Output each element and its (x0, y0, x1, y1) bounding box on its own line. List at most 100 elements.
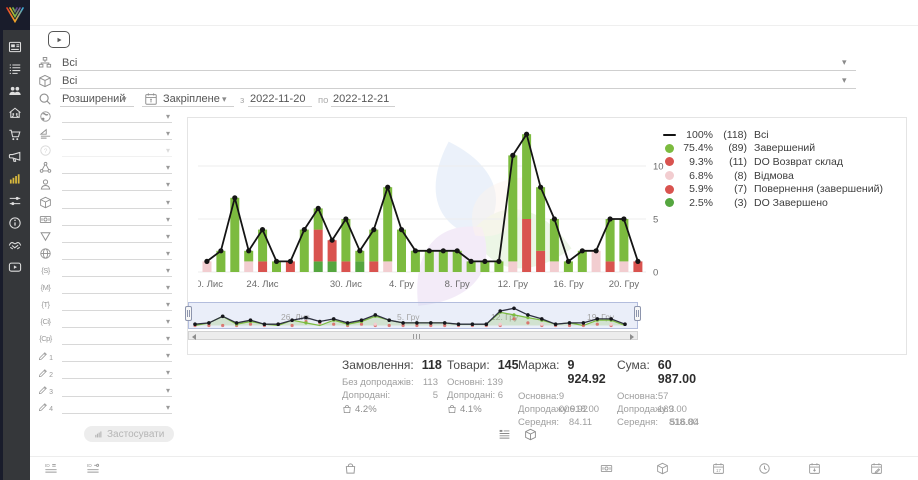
bar-segment[interactable] (591, 250, 601, 272)
filter-row-country[interactable]: ▾ (38, 108, 172, 125)
total-line-dot[interactable] (357, 248, 363, 254)
chevron-down-icon[interactable]: ▾ (122, 94, 127, 104)
filter-select[interactable]: ▾ (62, 315, 172, 329)
filter-select[interactable]: ▾ (62, 144, 172, 158)
list-view-toggle[interactable] (498, 428, 511, 441)
total-line-dot[interactable] (412, 248, 418, 254)
bar-segment[interactable] (383, 187, 393, 262)
filter-row-payment[interactable]: ▾ (38, 211, 172, 228)
bar-segment[interactable] (230, 197, 240, 272)
total-line-dot[interactable] (385, 184, 391, 190)
bar-segment[interactable] (619, 219, 629, 262)
total-line-dot[interactable] (593, 248, 599, 254)
filter-select[interactable]: ▾ (62, 213, 172, 226)
bar-segment[interactable] (466, 261, 476, 272)
filter-select[interactable]: ▾ (62, 110, 172, 124)
filter-row-site[interactable]: ▾ (38, 245, 172, 262)
bar-segment[interactable] (633, 261, 643, 272)
total-line-dot[interactable] (329, 237, 335, 243)
total-line-dot[interactable] (343, 216, 349, 222)
filter-row-custom-4[interactable]: 4 ▾ (38, 399, 172, 416)
filter-row-custom-1[interactable]: 1 ▾ (38, 347, 172, 364)
sidebar-item-clients[interactable] (0, 80, 30, 102)
bar-segment[interactable] (369, 229, 379, 262)
total-line-dot[interactable] (440, 248, 446, 254)
bar-segment[interactable] (216, 250, 226, 272)
calendar-date-icon[interactable] (712, 462, 725, 475)
bar-segment[interactable] (549, 219, 559, 262)
filter-row-unknown[interactable]: ▾ (38, 142, 172, 159)
total-line-dot[interactable] (635, 258, 641, 264)
total-line-dot[interactable] (454, 248, 460, 254)
total-line-dot[interactable] (287, 258, 293, 264)
legend-item-returned[interactable]: 5.9% (7) Повернення (завершений) (661, 182, 883, 196)
status-filter-value[interactable]: Всі (62, 57, 78, 69)
filter-select[interactable]: ▾ (62, 349, 172, 363)
bar-segment[interactable] (438, 250, 448, 272)
filter-select[interactable]: ▾ (62, 401, 172, 414)
bar-segment[interactable] (258, 261, 268, 272)
bar-segment[interactable] (605, 261, 615, 272)
chevron-down-icon[interactable]: ▾ (222, 94, 227, 104)
legend-item-all[interactable]: 100% (118) Всі (661, 128, 883, 142)
filter-row-structure[interactable]: ▾ (38, 159, 172, 176)
sidebar-item-media[interactable] (0, 36, 30, 58)
sidebar-item-info[interactable] (0, 212, 30, 234)
total-line-dot[interactable] (482, 258, 488, 264)
filter-select[interactable]: ▾ (62, 161, 172, 175)
legend-item-do-return[interactable]: 9.3% (11) DO Возврат склад (661, 155, 883, 169)
bar-segment[interactable] (299, 229, 309, 272)
filter-row-manager[interactable]: ▾ (38, 176, 172, 193)
total-line-dot[interactable] (273, 258, 280, 264)
search-mode-select[interactable]: Розширений (62, 93, 126, 105)
bar-segment[interactable] (313, 261, 323, 272)
filter-select[interactable]: ▾ (62, 298, 172, 312)
sidebar-item-analytics[interactable] (0, 168, 30, 190)
filter-row-utm-s[interactable]: {S} ▾ (38, 262, 172, 279)
bar-segment[interactable] (536, 187, 546, 251)
bar-segment[interactable] (272, 261, 281, 272)
bar-segment[interactable] (355, 250, 365, 262)
legend-item-declined[interactable]: 6.8% (8) Відмова (661, 169, 883, 183)
total-line-dot[interactable] (607, 216, 613, 222)
bar-segment[interactable] (522, 134, 532, 219)
clock-icon[interactable] (758, 462, 771, 475)
total-line-dot[interactable] (259, 227, 266, 233)
total-line-dot[interactable] (538, 184, 544, 190)
filter-select[interactable]: ▾ (62, 332, 172, 346)
filter-select[interactable]: ▾ (62, 230, 172, 243)
bar-segment[interactable] (285, 261, 295, 272)
bar-segment[interactable] (244, 261, 254, 272)
total-line-dot[interactable] (621, 216, 627, 222)
total-line-dot[interactable] (204, 258, 210, 264)
chevron-down-icon[interactable]: ▾ (842, 57, 847, 67)
bar-segment[interactable] (605, 219, 615, 262)
scrollbar-grip[interactable] (413, 333, 420, 339)
bar-segment[interactable] (341, 219, 351, 262)
products-view-toggle[interactable] (524, 428, 537, 441)
bar-segment[interactable] (508, 155, 518, 262)
filter-select[interactable]: ▾ (62, 178, 172, 192)
scroll-right-icon[interactable] (630, 333, 634, 340)
bar-segment[interactable] (577, 250, 587, 272)
bar-segment[interactable] (355, 261, 365, 272)
total-line-dot[interactable] (551, 216, 557, 222)
bag-icon[interactable] (344, 462, 357, 475)
tutorial-play-button[interactable] (48, 31, 70, 48)
sidebar-item-sales[interactable] (0, 124, 30, 146)
filter-row-stage[interactable]: ▾ (38, 125, 172, 142)
bar-segment[interactable] (549, 261, 559, 272)
sidebar-item-partners[interactable] (0, 234, 30, 256)
calendar-down-icon[interactable] (808, 462, 821, 475)
total-line-dot[interactable] (524, 131, 530, 137)
sidebar-item-company[interactable] (0, 102, 30, 124)
total-line-dot[interactable] (371, 227, 377, 233)
range-handle-right[interactable] (634, 306, 641, 321)
bar-segment[interactable] (341, 261, 351, 272)
total-line-dot[interactable] (218, 248, 224, 254)
legend-item-completed[interactable]: 75.4% (89) Завершений (661, 142, 883, 156)
period-mode-select[interactable]: Закріплене (163, 93, 220, 105)
filter-row-utm-ci[interactable]: {Сі} ▾ (38, 313, 172, 330)
filter-row-utm-cp[interactable]: {Ср} ▾ (38, 330, 172, 347)
total-line-dot[interactable] (579, 248, 585, 254)
